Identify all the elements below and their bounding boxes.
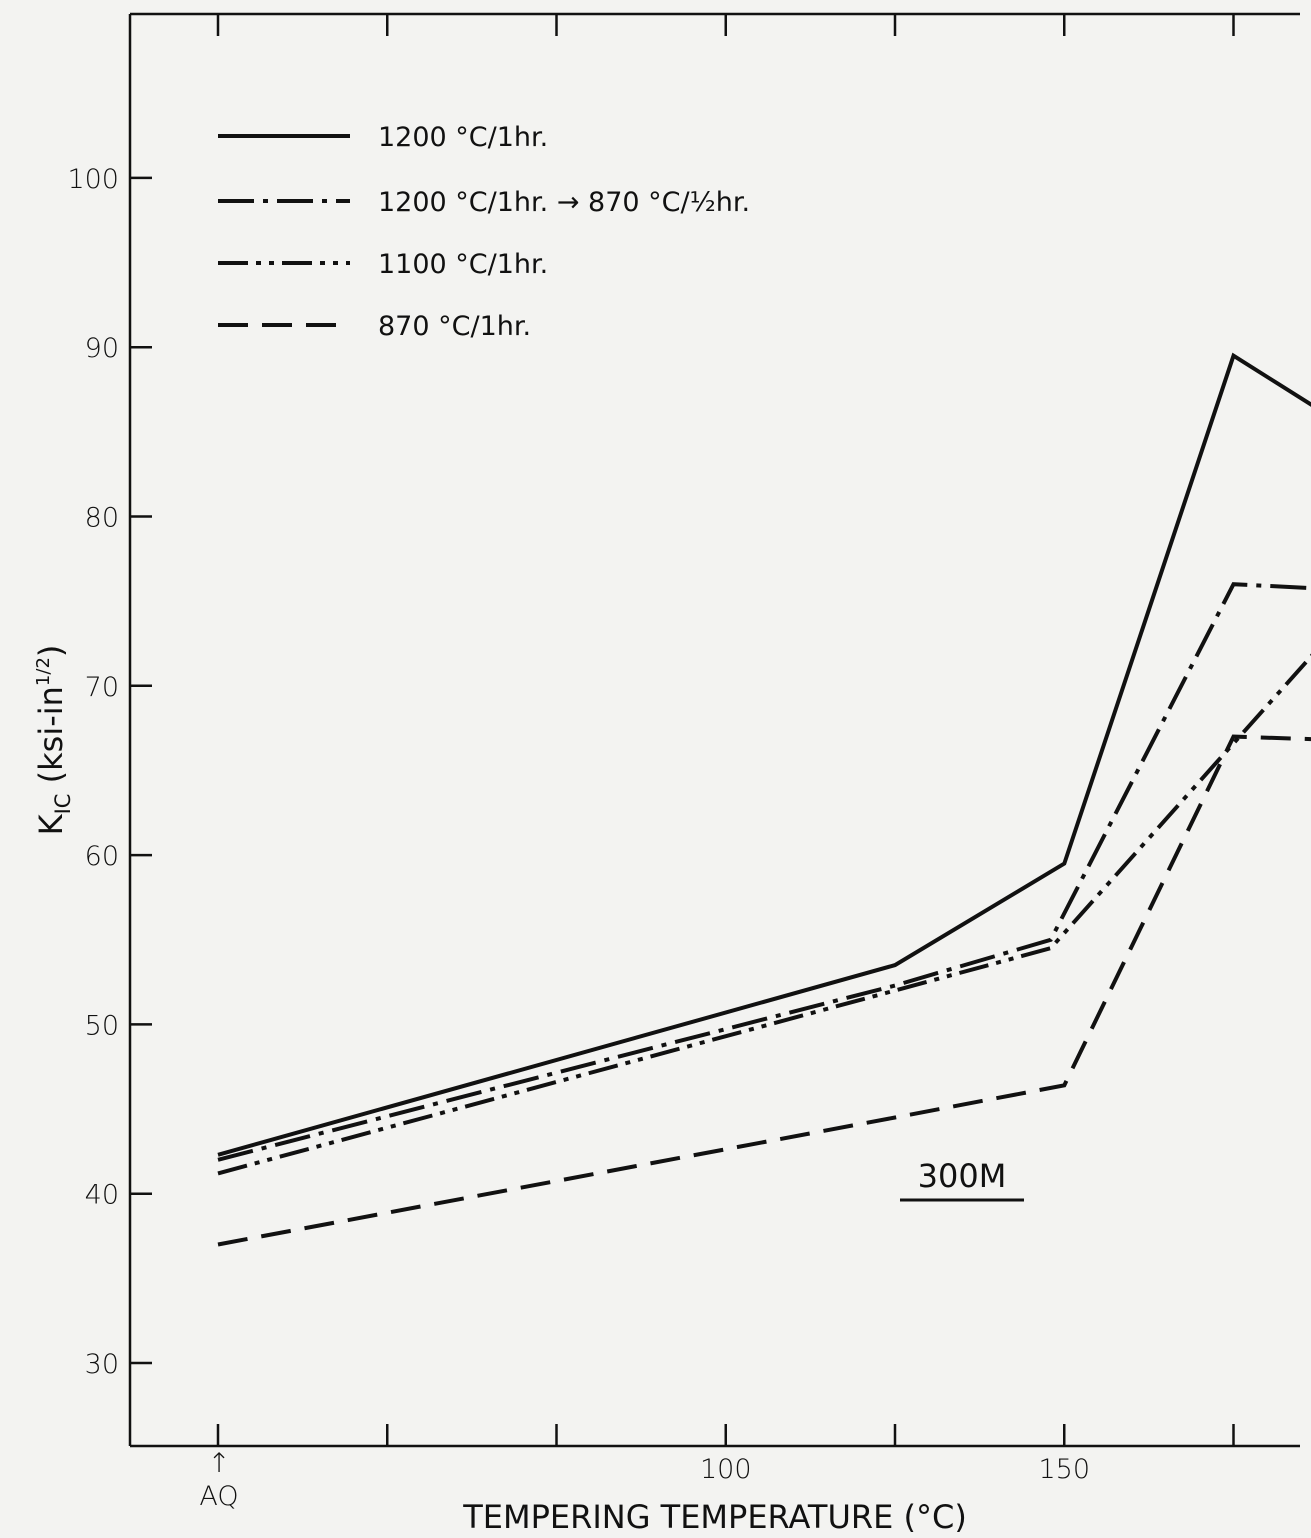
series-line-4 (217, 734, 1311, 1247)
series-layer (217, 352, 1311, 1247)
annotation-300m: 300M (918, 1157, 1007, 1195)
legend-label-2: 1200 °C/1hr. → 870 °C/½hr. (378, 187, 750, 218)
x-tick-label: 100 (700, 1454, 752, 1485)
y-tick-label: 100 (67, 164, 119, 195)
y-tick-label: 40 (85, 1180, 119, 1211)
y-tick-label: 50 (85, 1010, 119, 1041)
series-line-2 (217, 582, 1311, 1162)
y-axis-title-close: ) (32, 645, 70, 657)
y-axis-title-sub: IC (51, 794, 75, 815)
y-axis-title: KIC (ksi-in1/2) (32, 645, 75, 836)
y-tick-label: 80 (85, 503, 119, 534)
aq-arrow: ↑ (208, 1448, 231, 1479)
legend-label-4: 870 °C/1hr. (378, 311, 531, 342)
ticks: 100150200250300330405060708090100 (67, 14, 1235, 1485)
y-axis-title-main: K (32, 813, 70, 835)
series-line-1 (217, 352, 1311, 1157)
y-tick-label: 90 (85, 333, 119, 364)
legend: 1200 °C/1hr. 1200 °C/1hr. → 870 °C/½hr. 11… (218, 122, 750, 342)
y-tick-label: 70 (85, 672, 119, 703)
y-axis-title-exp: 1/2 (33, 657, 54, 686)
legend-label-3: 1100 °C/1hr. (378, 249, 548, 280)
legend-label-1: 1200 °C/1hr. (378, 122, 548, 153)
x-tick-label: 150 (1038, 1454, 1090, 1485)
y-tick-label: 60 (85, 841, 119, 872)
series-line-3 (217, 653, 1311, 1176)
axes (128, 12, 1300, 1448)
y-tick-label: 30 (85, 1349, 119, 1380)
x-axis-title: TEMPERING TEMPERATURE (°C) (462, 1498, 967, 1536)
aq-label: AQ (199, 1481, 238, 1512)
y-axis-title-rest: (ksi-in (32, 686, 70, 793)
